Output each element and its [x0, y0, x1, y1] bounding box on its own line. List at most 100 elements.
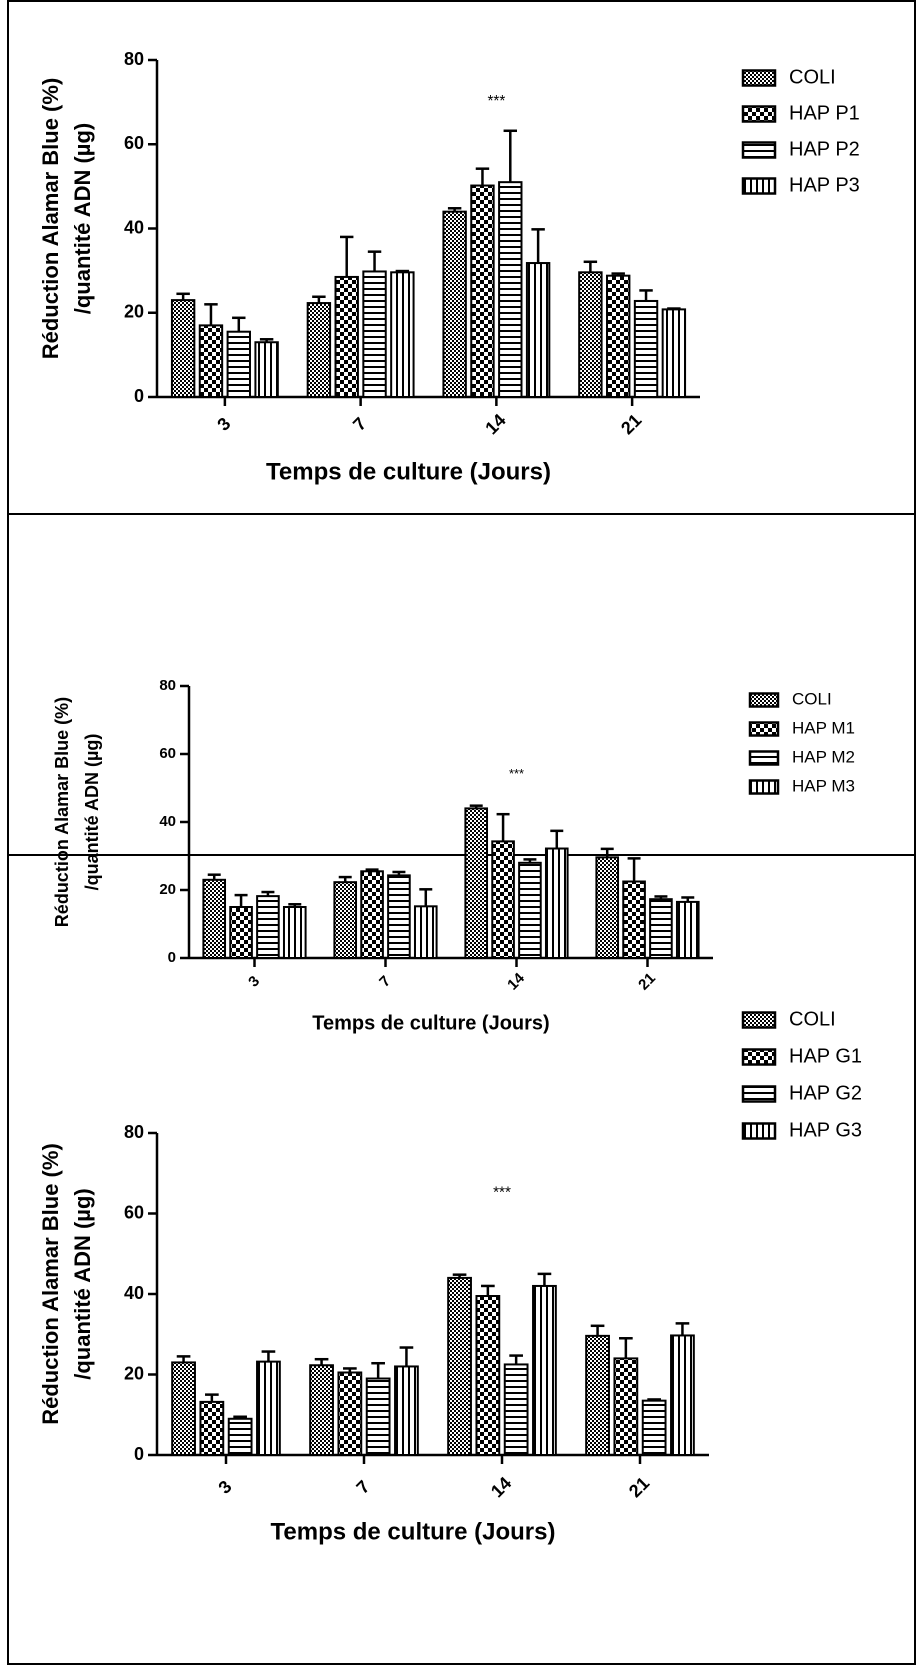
bar — [442, 210, 467, 398]
x-tick-label: 7 — [349, 414, 370, 435]
y-tick-label: 20 — [124, 1363, 144, 1383]
y-axis-label: /quantité ADN (µg) — [82, 734, 102, 891]
y-tick-label: 0 — [134, 386, 144, 406]
bar — [641, 1399, 667, 1456]
legend-swatch — [748, 721, 780, 737]
bar — [491, 840, 515, 960]
y-tick-label: 60 — [124, 133, 144, 153]
bar — [544, 847, 569, 960]
bar — [606, 274, 631, 398]
x-tick-label: 21 — [635, 970, 659, 994]
bar — [282, 906, 307, 959]
bar — [387, 874, 411, 960]
legend-label: HAP M2 — [792, 747, 855, 766]
legend-label: COLI — [789, 66, 836, 88]
bar — [309, 1364, 334, 1457]
legend-label: HAP P1 — [789, 102, 860, 124]
bar — [518, 861, 542, 959]
x-axis-label: Temps de culture (Jours) — [271, 1518, 556, 1545]
x-tick-label: 21 — [617, 410, 645, 438]
y-tick-label: 40 — [124, 1283, 144, 1303]
bar — [475, 1295, 501, 1456]
x-tick-label: 14 — [487, 1473, 515, 1501]
legend-label: HAP M3 — [792, 776, 855, 795]
y-axis-label: /quantité ADN (µg) — [70, 123, 95, 315]
bar — [613, 1357, 639, 1457]
x-tick-label: 21 — [625, 1473, 653, 1501]
y-tick-label: 0 — [134, 1444, 144, 1464]
y-tick-label: 40 — [124, 217, 144, 237]
y-tick-label: 40 — [159, 813, 176, 830]
bar — [633, 299, 659, 398]
legend-label: COLI — [789, 1008, 836, 1030]
y-axis-label: /quantité ADN (µg) — [70, 1188, 95, 1380]
bar — [170, 299, 196, 398]
legend-swatch — [748, 692, 780, 708]
bar — [202, 878, 227, 959]
legend-swatch — [748, 750, 780, 766]
bar — [394, 1365, 419, 1456]
bar — [227, 1417, 253, 1457]
legend-label: COLI — [792, 689, 832, 708]
y-tick-label: 60 — [124, 1202, 144, 1222]
annotation: *** — [493, 1184, 511, 1201]
bar — [362, 270, 387, 398]
bar — [413, 905, 438, 960]
legend-swatch — [741, 177, 777, 195]
y-tick-label: 80 — [124, 49, 144, 69]
y-tick-label: 20 — [124, 302, 144, 322]
legend-swatch — [741, 105, 777, 123]
legend-swatch — [741, 141, 777, 159]
bar — [498, 181, 523, 398]
x-tick-label: 3 — [213, 414, 234, 435]
x-tick-label: 3 — [215, 1477, 236, 1498]
y-tick-label: 80 — [159, 677, 176, 694]
y-tick-label: 60 — [159, 745, 176, 762]
bar — [337, 1371, 363, 1457]
bar — [503, 1363, 529, 1456]
bar — [199, 1400, 225, 1456]
bar — [585, 1334, 610, 1456]
bar — [578, 271, 603, 398]
legend-swatch — [741, 1122, 777, 1140]
legend-swatch — [741, 1085, 777, 1103]
bar — [649, 898, 673, 959]
x-axis-label: Temps de culture (Jours) — [312, 1012, 549, 1034]
y-axis-label: Réduction Alamar Blue (%) — [38, 78, 63, 360]
bar — [532, 1284, 557, 1456]
bar — [365, 1377, 391, 1457]
x-tick-label: 14 — [481, 410, 509, 438]
bar — [171, 1361, 196, 1457]
bar — [306, 302, 332, 398]
bar — [675, 900, 700, 960]
bar — [670, 1334, 695, 1457]
x-tick-label: 3 — [245, 973, 263, 991]
bar — [254, 341, 279, 398]
y-tick-label: 80 — [124, 1122, 144, 1142]
legend-label: HAP G1 — [789, 1045, 862, 1067]
legend-swatch — [741, 1011, 777, 1029]
bar — [226, 330, 251, 398]
panel-border — [7, 854, 916, 1665]
legend-label: HAP P3 — [789, 174, 860, 196]
x-tick-label: 7 — [376, 973, 394, 991]
bar — [333, 881, 358, 959]
legend-label: HAP M1 — [792, 718, 855, 737]
y-tick-label: 20 — [159, 881, 176, 898]
x-tick-label: 7 — [353, 1477, 374, 1498]
bar — [525, 262, 551, 399]
bar — [256, 1360, 281, 1456]
bar — [360, 870, 384, 959]
bar — [661, 308, 687, 399]
panel-border — [7, 513, 916, 856]
x-tick-label: 14 — [504, 969, 528, 993]
annotation: *** — [487, 93, 505, 110]
legend-label: HAP P2 — [789, 138, 860, 160]
legend-swatch — [741, 1048, 777, 1066]
bar — [256, 895, 280, 959]
legend-label: HAP G3 — [789, 1119, 862, 1141]
bar — [229, 906, 253, 959]
y-axis-label: Réduction Alamar Blue (%) — [52, 697, 72, 927]
bar — [334, 275, 359, 399]
